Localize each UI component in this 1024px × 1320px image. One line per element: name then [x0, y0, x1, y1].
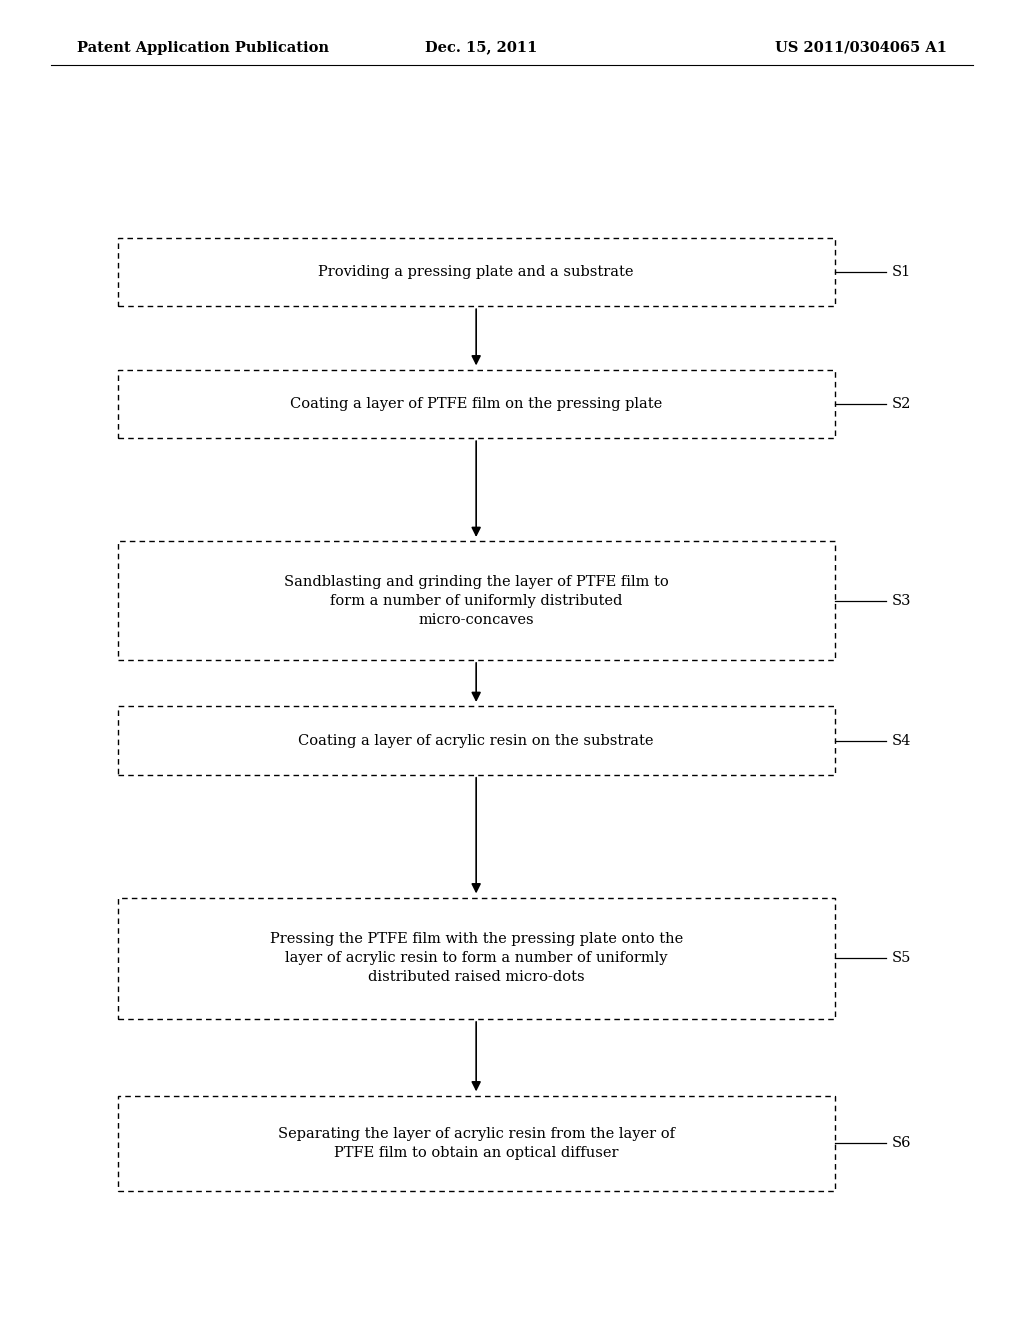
Text: Separating the layer of acrylic resin from the layer of
PTFE film to obtain an o: Separating the layer of acrylic resin fr… [278, 1127, 675, 1159]
Bar [118, 1096, 835, 1191]
Text: US 2011/0304065 A1: US 2011/0304065 A1 [775, 41, 947, 54]
Text: S3: S3 [892, 594, 911, 607]
Text: Patent Application Publication: Patent Application Publication [77, 41, 329, 54]
Text: S2: S2 [892, 397, 911, 411]
Text: Sandblasting and grinding the layer of PTFE film to
form a number of uniformly d: Sandblasting and grinding the layer of P… [284, 574, 669, 627]
Bar [118, 898, 835, 1019]
Text: Dec. 15, 2011: Dec. 15, 2011 [425, 41, 538, 54]
Bar [118, 370, 835, 438]
Bar [118, 541, 835, 660]
Bar [118, 706, 835, 775]
Text: Pressing the PTFE film with the pressing plate onto the
layer of acrylic resin t: Pressing the PTFE film with the pressing… [269, 932, 683, 985]
Text: Coating a layer of PTFE film on the pressing plate: Coating a layer of PTFE film on the pres… [290, 397, 663, 411]
Text: S6: S6 [892, 1137, 911, 1150]
Text: S4: S4 [892, 734, 911, 747]
Text: S1: S1 [892, 265, 911, 279]
Text: Coating a layer of acrylic resin on the substrate: Coating a layer of acrylic resin on the … [298, 734, 654, 747]
Text: S5: S5 [892, 952, 911, 965]
Bar [118, 238, 835, 306]
Text: Providing a pressing plate and a substrate: Providing a pressing plate and a substra… [318, 265, 634, 279]
